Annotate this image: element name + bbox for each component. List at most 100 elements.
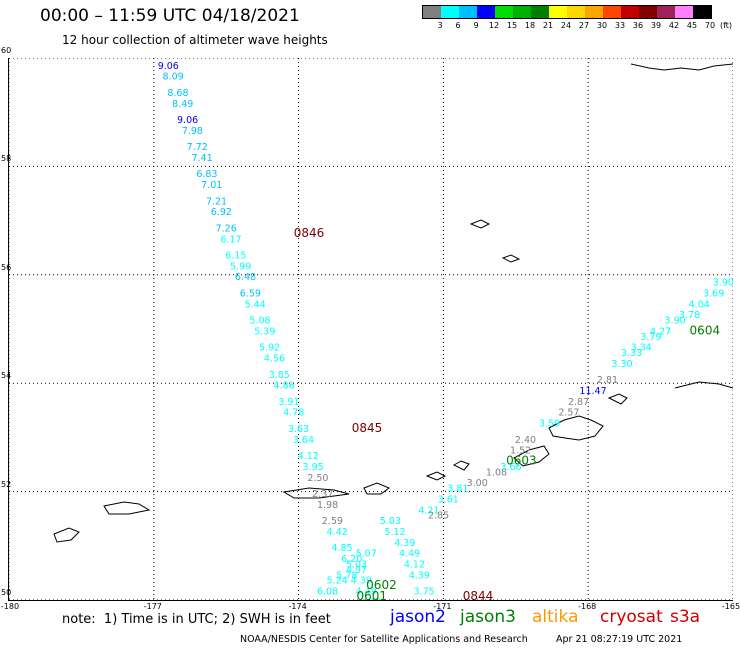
wave-height-value: 4.85 [331,543,352,554]
wave-height-value: 3.61 [438,494,459,505]
wave-height-value: 5.07 [356,549,377,560]
wave-height-value: 4.21 [418,505,439,516]
credit-line: NOAA/NESDIS Center for Satellite Applica… [240,634,528,645]
wave-height-value: 4.49 [399,549,420,560]
longitude-label: -177 [143,602,162,611]
wave-height-value: 3.90 [713,278,733,289]
wave-height-value: 8.68 [167,88,188,99]
track-east: 3.754.394.124.494.395.125.034.213.613.81… [380,278,733,598]
generation-timestamp: Apr 21 08:27:19 UTC 2021 [556,634,683,645]
wave-height-value: 7.72 [187,142,208,153]
wave-height-value: 4.04 [689,299,710,310]
wave-height-value: 4.49 [356,587,377,598]
latitude-label: 54 [1,371,12,381]
wave-height-value: 4.12 [360,597,381,600]
wave-height-value: 3.78 [679,310,700,321]
coastline-andreanof-islands [282,487,350,499]
wave-height-value: 3.34 [631,343,652,354]
color-legend: 3 6 9 12 15 18 21 24 27 30 33 36 39 42 45 70 (ft) [422,5,740,31]
wave-height-value: 1.08 [486,467,507,478]
wave-height-value: 2.37 [312,489,333,500]
coastline-near-islands [53,527,80,543]
color-legend-label: 21 [542,21,554,30]
page-title: 00:00 – 11:59 UTC 04/18/2021 [40,6,300,26]
color-swatch [459,6,477,18]
wave-height-value: 4.56 [264,354,285,365]
color-swatch [657,6,675,18]
latitude-label: 58 [1,154,12,164]
wave-height-value: 3.00 [467,478,488,489]
wave-height-value: 6.48 [235,272,256,283]
pass-time-label: 0846 [294,226,325,240]
color-legend-unit: (ft) [719,21,733,30]
color-legend-label: 42 [668,21,680,30]
color-legend-label: 15 [506,21,518,30]
color-swatch [531,6,549,18]
track-northwest: 9.068.098.688.499.067.987.727.416.837.01… [158,61,382,600]
wave-height-value: 9.06 [158,61,179,72]
wave-height-value: 5.44 [245,299,266,310]
color-swatch [549,6,567,18]
wave-height-value: 5.12 [385,527,406,538]
color-swatch [513,6,531,18]
map-panel[interactable]: 9.06 8.09 8.68 8.49 9.06 7.98 7.72 7.41 6.83 7.01… [8,58,733,601]
wave-height-value: 2.40 [515,435,536,446]
latitude-label: 60 [1,46,12,55]
wave-height-value: 3.91 [278,397,299,408]
satellite-name-s3a: s3a [670,607,701,627]
longitude-label: -165 [721,602,740,611]
wave-height-value: 3.85 [269,370,290,381]
color-legend-label: 12 [488,21,500,30]
wave-height-value: 4.39 [394,538,415,549]
wave-height-value: 6.15 [225,251,246,262]
satellite-name-cryosat: cryosat [600,607,663,627]
wave-height-value: 3.75 [414,587,435,598]
wave-height-value: 4.97 [346,565,367,576]
coastline-rat-islands [103,501,151,515]
wave-height-value: 4.42 [327,527,348,538]
wave-height-value: 3.79 [640,332,661,343]
color-legend-label: 39 [650,21,662,30]
footnote: note: 1) Time is in UTC; 2) SWH is in fe… [62,612,331,627]
altimeter-tracks: 9.068.098.688.499.067.987.727.416.837.01… [158,61,733,600]
pass-time-label: 0601 [357,589,388,600]
color-swatch [603,6,621,18]
color-legend-label: 70 [704,21,716,30]
wave-height-value: 5.08 [249,316,270,327]
latitude-label: 50 [1,588,12,597]
wave-height-value: 5.78 [336,570,357,581]
wave-height-value: 2.50 [307,473,328,484]
color-legend-swatches [422,5,712,19]
color-legend-label: 24 [560,21,572,30]
color-swatch [675,6,693,18]
wave-height-value: 4.39 [409,570,430,581]
coastline-amlia-island [425,471,447,481]
wave-height-value: 4.12 [404,559,425,570]
wave-height-value: 7.41 [191,153,212,164]
coastline-pribilof-st-george [501,254,521,263]
wave-height-value: 5.99 [230,261,251,272]
wave-height-value: 3.81 [447,484,468,495]
wave-height-value: 4.27 [650,326,671,337]
wave-height-value: 3.33 [621,348,642,359]
coastline [53,63,733,543]
color-swatch [567,6,585,18]
color-legend-label: 30 [596,21,608,30]
wave-height-value: 5.24 [327,576,348,587]
coastline-atka-island [363,482,390,495]
satellite-name-altika: altika [532,607,579,627]
pass-time-label: 0844 [463,589,494,600]
wave-height-value: 3.66 [500,462,521,473]
wave-height-value: 4.78 [283,408,304,419]
pass-time-label: 0604 [690,323,721,337]
color-legend-label: 27 [578,21,590,30]
color-legend-label: 3 [437,21,443,30]
wave-height-value: 3.59 [539,419,560,430]
color-legend-label: 36 [632,21,644,30]
track-south: 5.075.035.785.246.08 [317,549,377,598]
wave-height-value: 6.17 [220,234,241,245]
wave-height-value: 4.39 [351,576,372,587]
wave-height-value: 3.95 [303,462,324,473]
color-swatch [495,6,513,18]
wave-height-value: 6.08 [317,587,338,598]
